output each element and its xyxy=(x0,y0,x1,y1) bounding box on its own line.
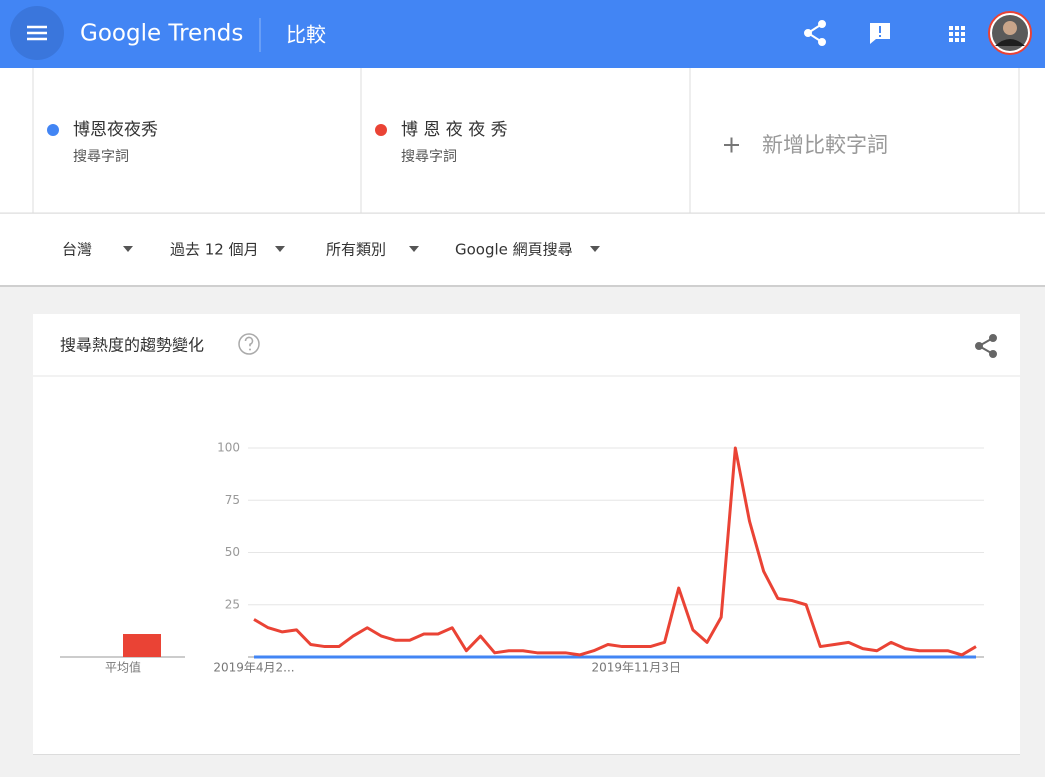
dropdown-arrow xyxy=(409,246,419,252)
dropdown-arrow xyxy=(590,246,600,252)
feedback-button[interactable] xyxy=(870,23,890,44)
icon-part xyxy=(879,35,881,37)
icon-part xyxy=(879,26,881,33)
icon-part xyxy=(961,26,965,30)
menu-icon xyxy=(27,25,47,41)
series-line xyxy=(253,446,977,657)
icon-part xyxy=(961,38,965,42)
help-glyph xyxy=(249,348,251,351)
dropdown-arrow xyxy=(275,246,285,252)
term-name[interactable]: 博恩夜夜秀 xyxy=(73,120,158,140)
avatar-face xyxy=(1003,21,1017,35)
icon-part xyxy=(955,38,959,42)
page-title: 比較 xyxy=(286,23,326,47)
icon-part xyxy=(961,32,965,36)
x-tick-label: 2019年11月3日 xyxy=(592,661,681,675)
avatar[interactable] xyxy=(988,11,1032,55)
logo[interactable]: Google Trends xyxy=(80,21,243,47)
icon-part xyxy=(870,23,890,44)
term-dot xyxy=(47,124,59,136)
icon-part xyxy=(949,32,953,36)
help-icon[interactable] xyxy=(238,333,260,355)
filter[interactable]: 台灣 xyxy=(62,241,92,259)
apps-button[interactable] xyxy=(949,26,965,42)
term-name[interactable]: 博 恩 夜 夜 秀 xyxy=(401,120,508,140)
icon-part xyxy=(806,23,823,43)
share-button[interactable] xyxy=(804,20,826,46)
filter[interactable]: 過去 12 個月 xyxy=(170,241,259,259)
filter-bar xyxy=(0,214,1045,285)
filter[interactable]: Google 網頁搜尋 xyxy=(455,241,573,259)
filter[interactable]: 所有類別 xyxy=(326,241,386,259)
term-dividers xyxy=(0,68,1045,214)
x-tick-label: 2019年4月2... xyxy=(213,661,294,675)
term-type: 搜尋字詞 xyxy=(401,149,457,165)
dropdown-arrow xyxy=(123,246,133,252)
add-term-label: 新增比較字詞 xyxy=(762,133,888,157)
card xyxy=(33,314,1020,754)
chart: 25 50 75 100 2019年4月2... 2019年11月3日 平均值 xyxy=(60,441,984,675)
card-share[interactable] xyxy=(975,334,997,358)
card-title: 搜尋熱度的趨勢變化 xyxy=(60,336,204,355)
average-bar xyxy=(123,634,161,657)
y-tick-label: 50 xyxy=(225,545,240,559)
term-type: 搜尋字詞 xyxy=(73,149,129,165)
plus-icon xyxy=(724,137,739,153)
y-tick-label: 100 xyxy=(217,441,240,455)
icon-part xyxy=(949,38,953,42)
icon-part xyxy=(955,26,959,30)
add-term[interactable]: 新增比較字詞 xyxy=(724,133,888,157)
y-tick-label: 25 xyxy=(225,597,240,611)
term-dot xyxy=(375,124,387,136)
menu-button[interactable] xyxy=(10,6,64,60)
icon-part xyxy=(955,32,959,36)
avatar-body xyxy=(995,39,1025,46)
icon-part xyxy=(949,26,953,30)
icon-part xyxy=(976,337,994,355)
terms-panel xyxy=(0,68,1045,213)
average-label: 平均值 xyxy=(105,660,141,675)
help-glyph xyxy=(244,336,254,347)
help-circle xyxy=(238,333,260,355)
y-tick-label: 75 xyxy=(225,493,240,507)
